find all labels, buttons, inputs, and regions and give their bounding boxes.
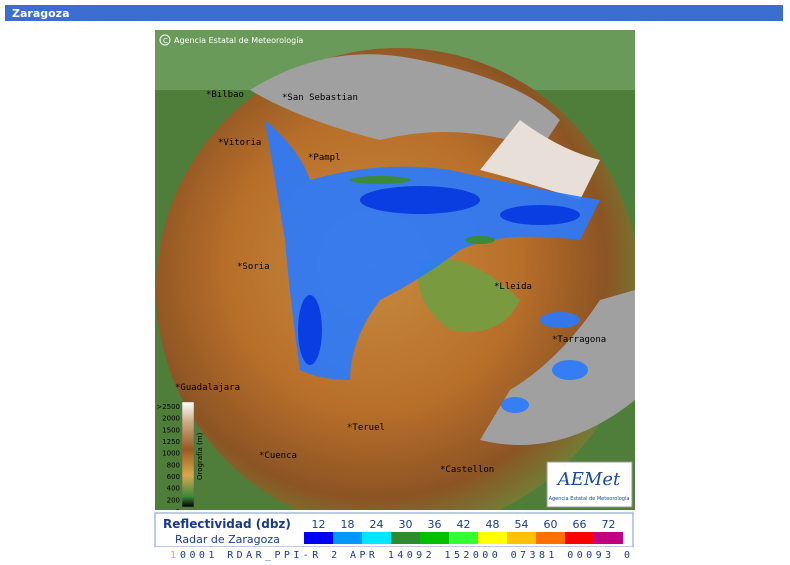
city-label: *Soria [237,262,270,272]
legend-swatch [449,532,478,544]
legend-swatch [536,532,565,544]
orography-label: 400 [167,485,180,493]
orography-label: 0 [176,508,180,516]
city-label: *Lleida [494,282,532,292]
city-label: *Teruel [347,423,385,433]
legend-value: 36 [428,518,442,531]
radar-map: C Agencia Estatal de Meteorología *Bilba… [155,30,635,516]
legend-value: 12 [312,518,326,531]
city-label: *Cuenca [259,451,297,461]
legend-swatch [478,532,507,544]
title: Zaragoza [12,7,70,20]
status-bar [155,547,633,560]
orography-label: 1500 [162,426,180,434]
city-label: *Bilbao [206,90,244,100]
orography-label: 2000 [162,415,180,423]
legend-swatch [565,532,594,544]
city-label: *Guadalajara [175,383,240,393]
legend-value: 24 [370,518,384,531]
orography-label: 800 [167,461,180,469]
legend-swatch [420,532,449,544]
legend-value: 66 [573,518,587,531]
legend-swatch [391,532,420,544]
legend-value: 42 [457,518,471,531]
legend-value: 18 [341,518,355,531]
city-label: *Castellon [440,465,494,475]
orography-label: 1000 [162,450,180,458]
city-label: *Tarragona [552,335,606,345]
legend-swatch [362,532,391,544]
orography-title: Orografía (m) [196,432,204,480]
orography-label: >2500 [156,403,180,411]
city-label: *Pampl [308,153,341,163]
svg-text:C: C [163,37,168,45]
orography-label: 200 [167,496,180,504]
legend-value: 48 [486,518,500,531]
city-label: *San Sebastian [282,93,358,103]
legend-title: Reflectividad (dbz) [163,517,291,531]
copyright: Agencia Estatal de Meteorología [174,36,303,45]
legend-value: 30 [399,518,413,531]
logo-subtitle: Agencia Estatal de Meteorología [549,495,630,502]
orography-label: 1250 [162,438,180,446]
title-bar [5,5,783,21]
legend-value: 54 [515,518,529,531]
legend-swatch [333,532,362,544]
logo: AEMet [556,469,621,490]
city-label: *Vitoria [218,138,261,148]
legend-swatch [594,532,623,544]
legend-swatch [507,532,536,544]
legend-value: 60 [544,518,558,531]
status-prefix: 1 [170,550,176,561]
legend-value: 72 [602,518,616,531]
orography-label: 600 [167,473,180,481]
legend-swatch [304,532,333,544]
legend-subtitle: Radar de Zaragoza [175,533,280,546]
